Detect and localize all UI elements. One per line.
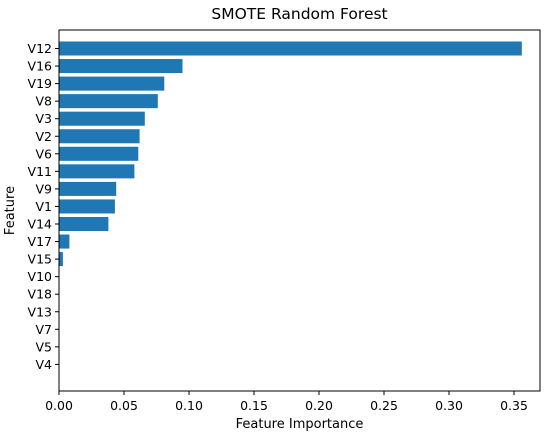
y-tick-label: V10: [28, 269, 53, 284]
y-tick-label: V19: [28, 76, 53, 91]
y-tick-label: V12: [28, 41, 52, 56]
y-tick-label: V9: [35, 181, 52, 196]
y-tick-label: V1: [35, 199, 52, 214]
bar-v11: [59, 164, 135, 179]
y-tick-label: V6: [35, 146, 52, 161]
bar-v16: [59, 59, 183, 74]
bar-v6: [59, 146, 139, 161]
bar-v19: [59, 76, 165, 91]
y-tick-label: V11: [28, 164, 52, 179]
x-tick-label: 0.00: [45, 398, 73, 413]
y-tick-label: V15: [28, 252, 52, 267]
bar-v3: [59, 111, 145, 126]
chart-title: SMOTE Random Forest: [211, 5, 387, 23]
y-axis-label: Feature: [3, 186, 18, 235]
bar-v17: [59, 234, 70, 249]
y-tick-label: V4: [35, 357, 52, 372]
x-tick-label: 0.15: [240, 398, 268, 413]
x-axis-label: Feature Importance: [236, 417, 364, 432]
plot-frame: [58, 29, 541, 392]
x-axis-ticks: 0.00 0.05 0.10 0.15 0.20 0.25 0.30 0.35: [45, 391, 528, 413]
bar-v14: [59, 216, 109, 232]
y-tick-label: V2: [35, 129, 52, 144]
x-tick-label: 0.30: [435, 398, 463, 413]
y-tick-label: V7: [35, 322, 52, 337]
y-axis-ticks: V12 V16 V19 V8 V3 V2 V6 V11 V9 V1 V14 V17 V15 V10 V18 V…: [28, 41, 59, 372]
y-tick-label: V18: [28, 287, 53, 302]
y-tick-label: V17: [28, 234, 52, 249]
bars-group: [59, 41, 522, 267]
bar-v8: [59, 94, 158, 109]
y-tick-label: V13: [28, 304, 52, 319]
bar-v1: [59, 199, 115, 214]
x-tick-label: 0.10: [175, 398, 203, 413]
y-tick-label: V8: [35, 94, 52, 109]
y-tick-label: V5: [35, 339, 52, 354]
bar-v2: [59, 129, 140, 144]
x-tick-label: 0.35: [500, 398, 528, 413]
x-tick-label: 0.25: [370, 398, 398, 413]
bar-v15: [59, 252, 63, 267]
x-tick-label: 0.05: [110, 398, 138, 413]
y-tick-label: V14: [28, 217, 53, 232]
bar-v9: [59, 181, 117, 196]
y-tick-label: V16: [28, 59, 53, 74]
x-tick-label: 0.20: [305, 398, 333, 413]
bar-v12: [59, 41, 522, 56]
y-tick-label: V3: [35, 111, 52, 126]
